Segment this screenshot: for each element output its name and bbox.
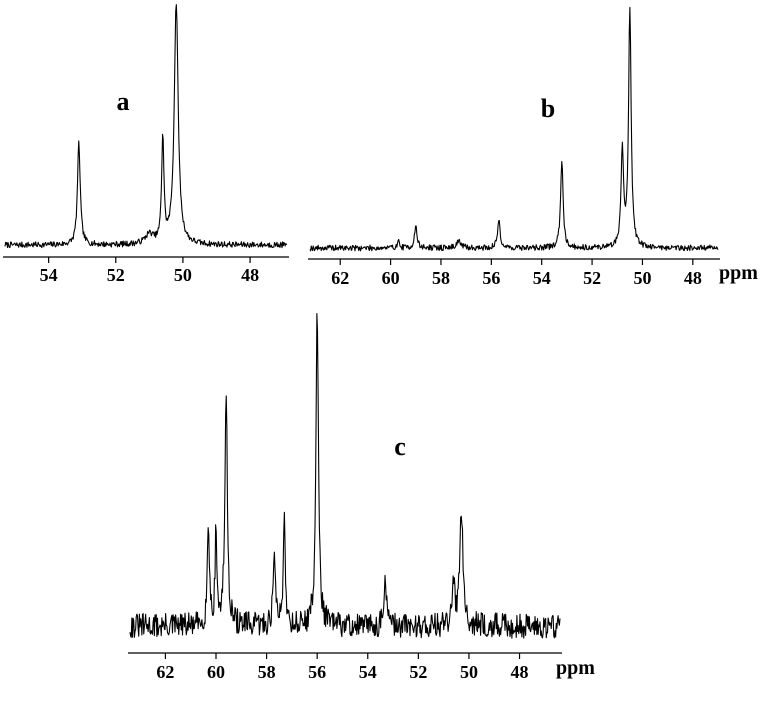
x-tick-label: 52: [107, 265, 125, 285]
panel-label-c: c: [394, 432, 406, 461]
spectrum-trace-a: [4, 4, 288, 249]
x-tick-label: 50: [460, 662, 478, 682]
x-tick-label: 58: [258, 662, 276, 682]
x-tick-label: 58: [432, 268, 450, 288]
panel-a: 54 52 50 48 a: [3, 4, 289, 285]
x-tick-label: 54: [359, 662, 377, 682]
x-unit-label-c: ppm: [556, 657, 595, 679]
x-tick-label: 56: [482, 268, 500, 288]
x-tick-label: 56: [308, 662, 326, 682]
x-ticks-b: 62 60 58 56 54 52 50 48: [331, 259, 702, 288]
panel-label-a: a: [117, 87, 130, 116]
panel-label-b: b: [541, 94, 555, 123]
x-tick-label: 48: [684, 268, 702, 288]
x-ticks-c: 62 60 58 56 54 52 50 48: [156, 653, 529, 682]
x-tick-label: 54: [533, 268, 551, 288]
x-tick-label: 60: [207, 662, 225, 682]
spectrum-trace-b: [309, 6, 719, 252]
x-tick-label: 54: [40, 265, 58, 285]
x-ticks-a: 54 52 50 48: [40, 257, 259, 285]
spectrum-trace-c: [129, 313, 561, 639]
x-unit-label-b: ppm: [719, 262, 758, 284]
x-tick-label: 48: [511, 662, 529, 682]
x-tick-label: 48: [241, 265, 259, 285]
x-tick-label: 50: [633, 268, 651, 288]
x-tick-label: 50: [174, 265, 192, 285]
panel-b: 62 60 58 56 54 52 50 48 b ppm: [308, 6, 758, 288]
x-tick-label: 62: [156, 662, 174, 682]
x-tick-label: 52: [583, 268, 601, 288]
x-tick-label: 52: [409, 662, 427, 682]
x-tick-label: 60: [382, 268, 400, 288]
x-tick-label: 62: [331, 268, 349, 288]
panel-c: 62 60 58 56 54 52 50 48 c ppm: [128, 313, 595, 682]
